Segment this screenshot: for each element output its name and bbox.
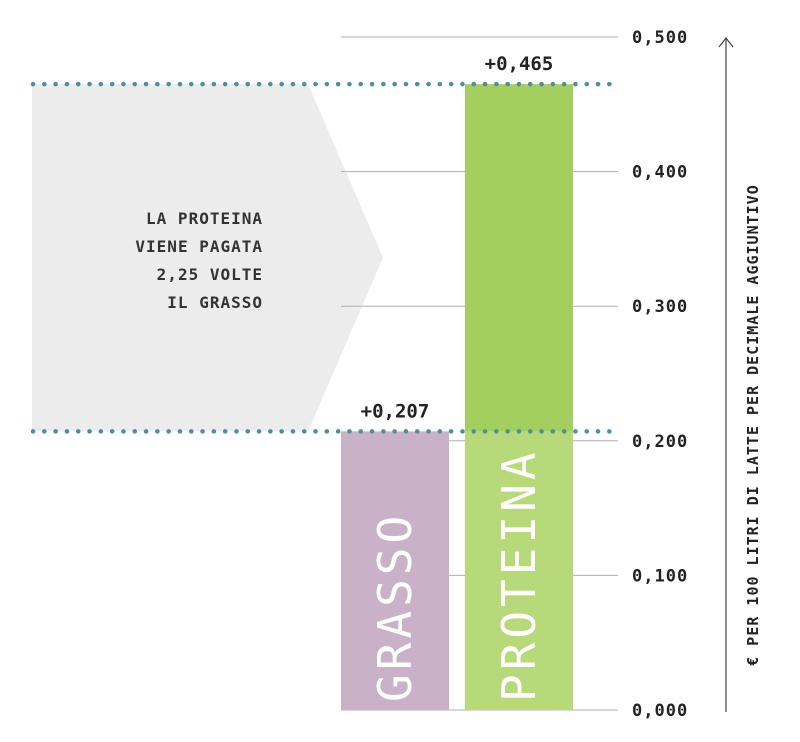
y-tick-label: 0,400 <box>632 163 688 183</box>
bar-proteina-base <box>465 431 573 710</box>
y-axis-label: € PER 100 LITRI DI LATTE PER DECIMALE AG… <box>744 184 762 665</box>
annotation-text-line: VIENE PAGATA <box>135 237 263 256</box>
y-tick-label: 0,000 <box>632 701 688 721</box>
annotation-text-line: 2,25 VOLTE <box>157 265 263 284</box>
annotation-text-line: LA PROTEINA <box>146 209 263 228</box>
y-tick-label: 0,500 <box>632 28 688 48</box>
bar-category-label: PROTEINA <box>492 448 546 702</box>
bar-value-label: +0,465 <box>485 53 554 75</box>
y-tick-label: 0,100 <box>632 566 688 586</box>
bar-grasso <box>341 431 449 710</box>
y-axis-arrowhead <box>718 37 734 48</box>
y-tick-label: 0,300 <box>632 297 688 317</box>
annotation-text-line: IL GRASSO <box>167 293 263 312</box>
bar-proteina-top <box>465 84 573 432</box>
bar-category-label: GRASSO <box>368 512 422 702</box>
annotation-arrow-shape <box>32 84 383 432</box>
y-tick-label: 0,200 <box>632 432 688 452</box>
bar-value-label: +0,207 <box>361 400 430 422</box>
